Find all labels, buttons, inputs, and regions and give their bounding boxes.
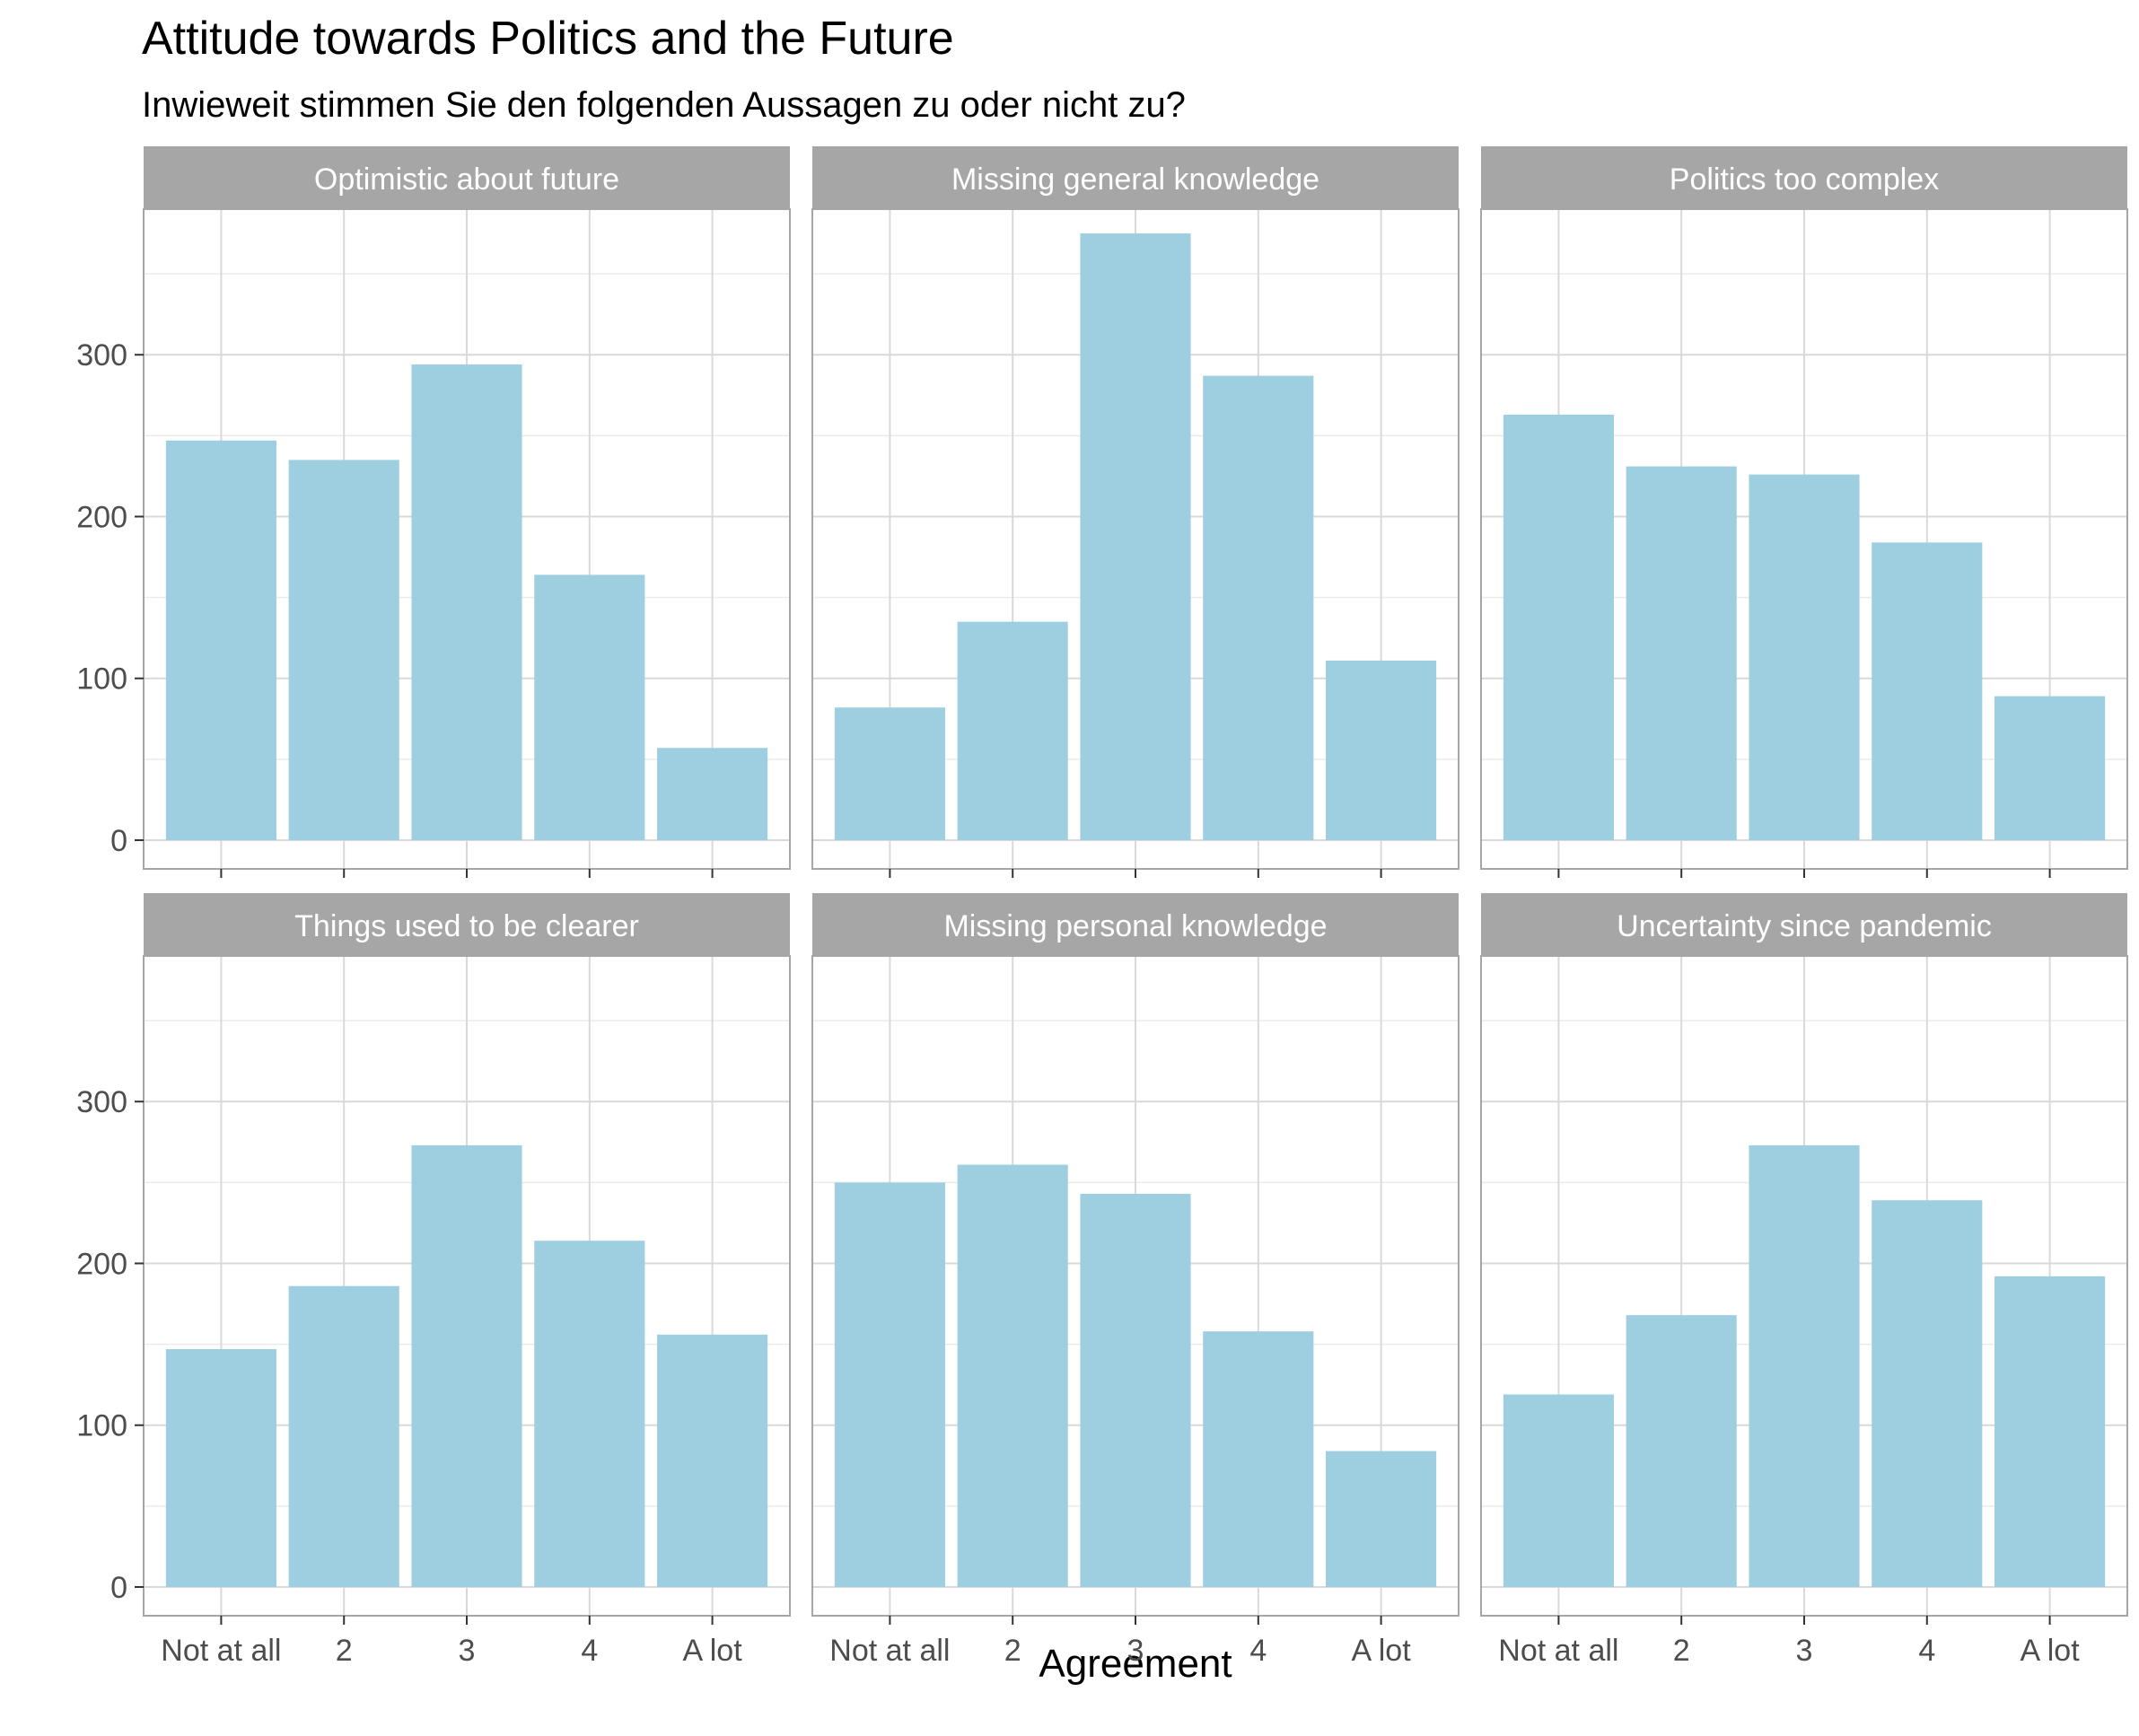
facet-strip — [812, 893, 1459, 956]
facet-strip — [812, 146, 1459, 209]
bar — [1503, 414, 1614, 840]
facet-strip-label: Optimistic about future — [314, 162, 619, 197]
facet-panel-1: Missing general knowledge — [811, 146, 1460, 878]
bar — [1872, 542, 1983, 840]
facet-strip — [1481, 893, 2127, 956]
y-tick-label: 300 — [76, 1085, 127, 1119]
y-tick-label: 0 — [110, 824, 127, 858]
bar — [1994, 696, 2106, 840]
bar — [411, 1144, 522, 1587]
bar — [657, 1334, 768, 1587]
x-axis-title: Agreement — [1039, 1642, 1232, 1686]
x-tick-label: 3 — [459, 1634, 476, 1668]
bar — [1326, 1451, 1437, 1587]
x-tick-label: Not at all — [829, 1634, 950, 1668]
facet-panel-3: Things used to be clearer 0 100 200 300 Not a… — [76, 893, 791, 1668]
y-tick-label: 100 — [76, 662, 127, 697]
bar — [1872, 1200, 1983, 1587]
facet-strip-label: Missing personal knowledge — [943, 909, 1327, 943]
x-tick-label: 2 — [1673, 1634, 1690, 1668]
x-tick-label: Not at all — [161, 1634, 281, 1668]
x-tick-label: 3 — [1127, 1634, 1144, 1668]
y-tick-label: 200 — [76, 500, 127, 534]
facet-panel-0: Optimistic about future 0 100 200 300 — [76, 146, 791, 878]
facet-panel-2: Politics too complex — [1480, 146, 2128, 878]
bar — [1626, 466, 1737, 840]
bar — [957, 1164, 1068, 1587]
facet-strip — [144, 146, 790, 209]
bar — [957, 621, 1068, 840]
x-tick-label: 3 — [1796, 1634, 1813, 1668]
x-tick-label: A lot — [683, 1634, 743, 1668]
facet-strip — [144, 893, 790, 956]
bar — [288, 1285, 399, 1587]
bar — [1080, 1193, 1191, 1587]
y-tick-label: 200 — [76, 1247, 127, 1281]
x-tick-label: A lot — [2021, 1634, 2081, 1668]
bar — [1080, 233, 1191, 840]
bar — [165, 1349, 276, 1587]
bar — [288, 460, 399, 840]
bar — [1626, 1315, 1737, 1587]
facet-strip-label: Missing general knowledge — [951, 162, 1319, 197]
chart-subtitle: Inwieweit stimmen Sie den folgenden Auss… — [142, 85, 1186, 125]
bar — [1994, 1276, 2106, 1587]
x-tick-label: 4 — [581, 1634, 598, 1668]
y-tick-label: 0 — [110, 1571, 127, 1605]
x-tick-label: Not at all — [1498, 1634, 1618, 1668]
bar — [1203, 1331, 1314, 1587]
facet-strip — [1481, 146, 2127, 209]
facet-panel-4: Missing personal knowledge Not at all 2 3 4 A… — [811, 893, 1460, 1668]
chart-title: Attitude towards Politics and the Future — [142, 13, 954, 65]
bar — [1749, 1144, 1860, 1587]
x-tick-label: 2 — [1004, 1634, 1021, 1668]
x-tick-label: 2 — [336, 1634, 353, 1668]
y-tick-label: 300 — [76, 338, 127, 373]
bar — [834, 1182, 945, 1587]
bar — [534, 574, 645, 840]
facet-panel-5: Uncertainty since pandemic Not at all 2 3 4 A… — [1480, 893, 2128, 1668]
bar — [1749, 474, 1860, 840]
facet-strip-label: Uncertainty since pandemic — [1617, 909, 1992, 943]
facet-strip-label: Things used to be clearer — [294, 909, 639, 943]
x-tick-label: 4 — [1249, 1634, 1267, 1668]
bar — [165, 440, 276, 840]
y-tick-label: 100 — [76, 1409, 127, 1443]
bar — [1503, 1394, 1614, 1587]
bar — [534, 1241, 645, 1587]
bar — [411, 364, 522, 840]
x-tick-label: A lot — [1352, 1634, 1412, 1668]
bar — [1203, 375, 1314, 841]
facet-strip-label: Politics too complex — [1670, 162, 1939, 197]
x-tick-label: 4 — [1918, 1634, 1935, 1668]
bar — [657, 748, 768, 840]
bar — [1326, 660, 1437, 840]
bar — [834, 707, 945, 840]
